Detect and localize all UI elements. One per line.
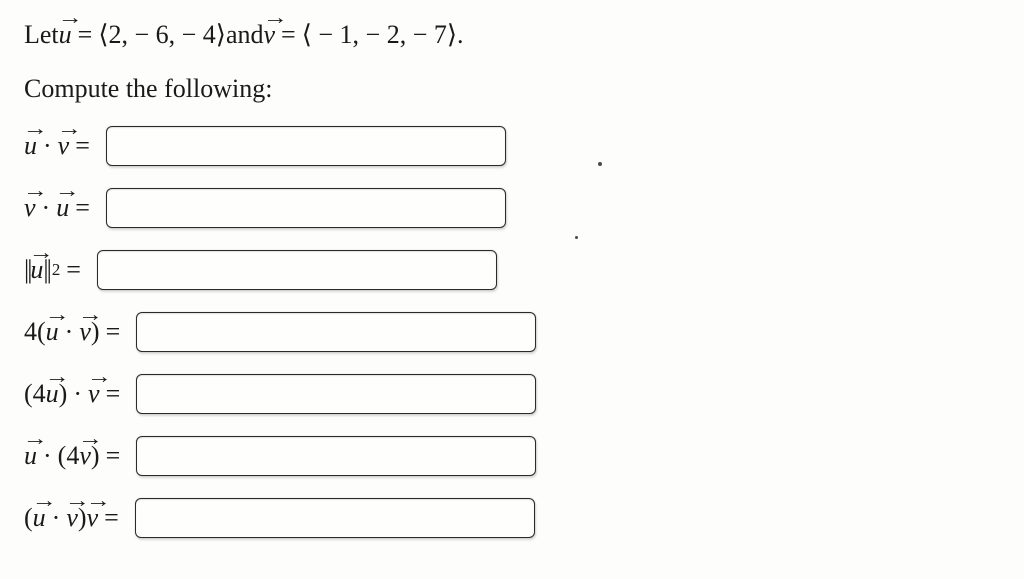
input-u-4v[interactable] xyxy=(136,436,536,476)
row-norm-u-sq: || →u || 2 = xyxy=(24,246,1000,294)
norm-icon: || →u || xyxy=(24,255,50,285)
coef: 4 xyxy=(24,317,37,347)
arrow-icon: → xyxy=(85,489,99,513)
scan-speck-icon xyxy=(575,236,578,239)
arrow-icon: → xyxy=(78,303,92,327)
u-arrow-icon: → xyxy=(57,6,73,30)
u-vec-icon: →u xyxy=(33,503,46,533)
equals-icon: = xyxy=(100,441,127,471)
v-vec-icon: →v xyxy=(24,193,36,223)
arrow-icon: → xyxy=(65,489,79,513)
row-4-uv: 4(→u·→v) = xyxy=(24,308,1000,356)
let-text: Let xyxy=(24,20,59,50)
arrow-icon: → xyxy=(78,427,92,451)
row-uv-v: (→u·→v)→v = xyxy=(24,494,1000,542)
arrow-icon: → xyxy=(44,303,60,327)
label-norm-u-sq: || →u || 2 = xyxy=(24,255,87,285)
label-v-dot-u: →v · →u = xyxy=(24,193,96,223)
v-vec-icon: →v xyxy=(88,379,100,409)
u-vec-icon: →u xyxy=(24,131,37,161)
equals-icon: = xyxy=(60,255,87,285)
u-vec-icon: →u xyxy=(56,193,69,223)
v-vec-icon: →v xyxy=(87,503,99,533)
input-norm-u-sq[interactable] xyxy=(97,250,497,290)
v-arrow-icon: → xyxy=(262,6,276,30)
input-4-uv[interactable] xyxy=(136,312,536,352)
equals-icon: = xyxy=(100,317,127,347)
vector-u-symbol: → u xyxy=(59,20,72,50)
row-4u-v: (4→u)·→v = xyxy=(24,370,1000,418)
u-vec-icon: →u xyxy=(46,317,59,347)
label-4-uv: 4(→u·→v) = xyxy=(24,317,126,347)
v-vec-icon: →v xyxy=(79,317,91,347)
square-exponent: 2 xyxy=(52,260,60,280)
and-text: and xyxy=(226,20,264,50)
input-v-dot-u[interactable] xyxy=(106,188,506,228)
arrow-icon: → xyxy=(23,427,39,451)
row-v-dot-u: →v · →u = xyxy=(24,184,1000,232)
problem-statement: Let → u = ⟨2, − 6, − 4⟩ and → v = ⟨ − 1,… xyxy=(24,20,1000,50)
scan-speck-icon xyxy=(598,162,602,166)
arrow-icon: → xyxy=(55,179,71,203)
compute-prompt: Compute the following: xyxy=(24,74,1000,104)
label-4u-v: (4→u)·→v = xyxy=(24,379,126,409)
u-vec-icon: →u xyxy=(46,379,59,409)
u-tuple: ⟨2, − 6, − 4⟩ xyxy=(98,20,226,50)
label-u-dot-v: →u · →v = xyxy=(24,131,96,161)
input-u-dot-v[interactable] xyxy=(106,126,506,166)
u-vec-icon: →u xyxy=(30,255,43,285)
arrow-icon: → xyxy=(23,179,37,203)
arrow-icon: → xyxy=(23,117,39,141)
v-vec-icon: →v xyxy=(79,441,91,471)
label-uv-v: (→u·→v)→v = xyxy=(24,503,125,533)
arrow-icon: → xyxy=(44,365,60,389)
row-u-4v: →u·(4→v) = xyxy=(24,432,1000,480)
v-tuple: ⟨ − 1, − 2, − 7⟩. xyxy=(302,20,464,50)
arrow-icon: → xyxy=(87,365,101,389)
arrow-icon: → xyxy=(29,241,45,265)
arrow-icon: → xyxy=(31,489,47,513)
v-vec-icon: →v xyxy=(66,503,78,533)
row-u-dot-v: →u · →v = xyxy=(24,122,1000,170)
label-u-4v: →u·(4→v) = xyxy=(24,441,126,471)
v-vec-icon: →v xyxy=(58,131,70,161)
vector-v-symbol: → v xyxy=(264,20,276,50)
u-vec-icon: →u xyxy=(24,441,37,471)
dot-icon: · xyxy=(67,379,88,409)
input-4u-v[interactable] xyxy=(136,374,536,414)
arrow-icon: → xyxy=(57,117,71,141)
input-uv-v[interactable] xyxy=(135,498,535,538)
